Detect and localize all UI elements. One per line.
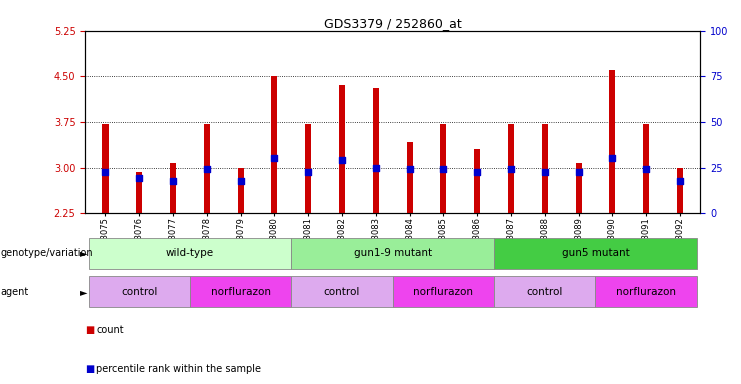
Bar xyxy=(373,88,379,213)
Bar xyxy=(89,238,291,269)
Point xyxy=(606,156,618,162)
Text: ►: ► xyxy=(80,287,87,297)
Point xyxy=(201,166,213,172)
Point xyxy=(539,169,551,175)
Point xyxy=(674,178,686,184)
Text: control: control xyxy=(324,287,360,297)
Text: gun5 mutant: gun5 mutant xyxy=(562,248,629,258)
Bar xyxy=(407,142,413,213)
Bar xyxy=(291,238,494,269)
Bar xyxy=(609,70,616,213)
Bar xyxy=(305,124,311,213)
Bar xyxy=(494,238,697,269)
Bar xyxy=(643,124,649,213)
Bar xyxy=(440,124,447,213)
Text: control: control xyxy=(527,287,563,297)
Point xyxy=(404,166,416,172)
Bar xyxy=(596,276,697,307)
Text: control: control xyxy=(121,287,158,297)
Point xyxy=(302,169,314,175)
Point xyxy=(167,178,179,184)
Bar xyxy=(494,276,596,307)
Text: ■: ■ xyxy=(85,364,94,374)
Bar xyxy=(508,124,514,213)
Text: percentile rank within the sample: percentile rank within the sample xyxy=(96,364,262,374)
Point xyxy=(99,169,111,175)
Bar xyxy=(393,276,494,307)
Bar xyxy=(204,124,210,213)
Bar xyxy=(474,149,480,213)
Point xyxy=(235,178,247,184)
Text: gun1-9 mutant: gun1-9 mutant xyxy=(353,248,432,258)
Bar xyxy=(677,167,683,213)
Text: ►: ► xyxy=(80,248,87,258)
Text: norflurazon: norflurazon xyxy=(210,287,270,297)
Title: GDS3379 / 252860_at: GDS3379 / 252860_at xyxy=(324,17,462,30)
Text: agent: agent xyxy=(1,287,29,297)
Bar xyxy=(102,124,108,213)
Point xyxy=(471,169,483,175)
Point xyxy=(505,166,517,172)
Bar xyxy=(190,276,291,307)
Bar xyxy=(170,163,176,213)
Bar xyxy=(291,276,393,307)
Bar xyxy=(271,76,277,213)
Text: norflurazon: norflurazon xyxy=(617,287,677,297)
Point xyxy=(573,169,585,175)
Bar xyxy=(136,172,142,213)
Point xyxy=(640,166,652,172)
Text: ■: ■ xyxy=(85,325,94,335)
Bar xyxy=(339,86,345,213)
Bar xyxy=(89,276,190,307)
Bar xyxy=(542,124,548,213)
Bar xyxy=(238,167,244,213)
Point xyxy=(437,166,449,172)
Point xyxy=(370,164,382,170)
Text: genotype/variation: genotype/variation xyxy=(1,248,93,258)
Bar xyxy=(576,163,582,213)
Text: wild-type: wild-type xyxy=(166,248,214,258)
Point xyxy=(268,156,280,162)
Text: norflurazon: norflurazon xyxy=(413,287,473,297)
Text: count: count xyxy=(96,325,124,335)
Point xyxy=(133,175,145,181)
Point xyxy=(336,157,348,163)
